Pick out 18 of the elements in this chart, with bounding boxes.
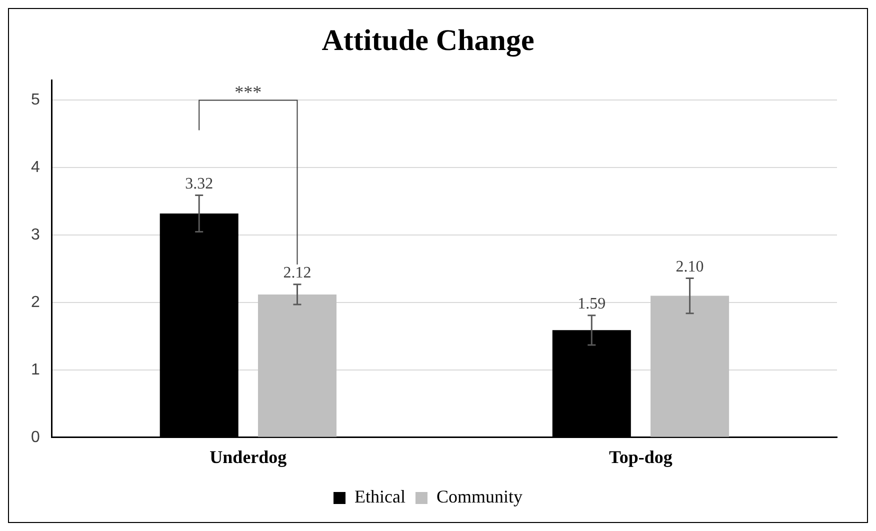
x-tick-label: Underdog	[210, 446, 287, 467]
x-tick-label: Top-dog	[609, 446, 672, 467]
legend-label: Community	[436, 486, 522, 507]
data-label: 3.32	[185, 176, 214, 193]
bar	[258, 294, 336, 437]
annotation: ***	[234, 82, 262, 102]
y-tick-label: 5	[30, 92, 40, 109]
legend-label: Ethical	[354, 486, 406, 507]
data-label: 2.12	[283, 264, 312, 282]
y-tick-label: 4	[30, 159, 40, 176]
y-tick-label: 0	[30, 428, 40, 446]
y-tick-label: 2	[30, 294, 40, 311]
y-tick-label: 1	[30, 361, 40, 378]
bar	[650, 296, 730, 437]
data-label: 1.59	[578, 296, 606, 313]
chart-title: Attitude Change	[322, 24, 534, 57]
y-tick-label: 3	[30, 226, 40, 244]
data-label: 2.10	[676, 258, 704, 276]
